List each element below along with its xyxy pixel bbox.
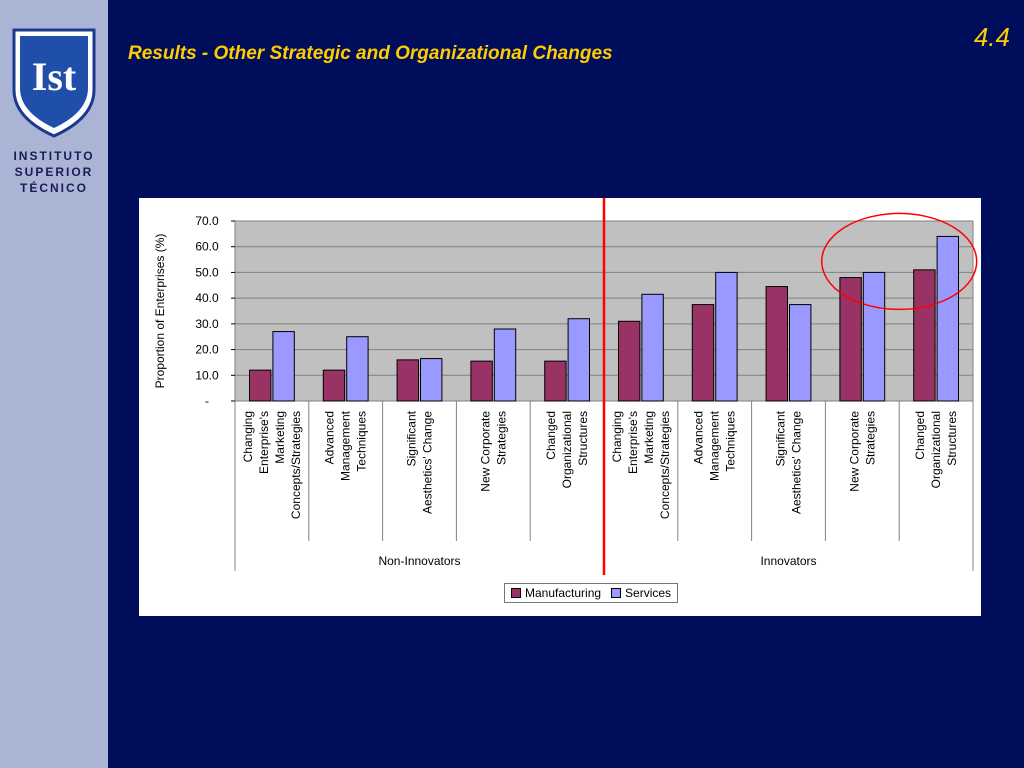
- sidebar: Ist INSTITUTO SUPERIOR TÉCNICO: [0, 0, 108, 768]
- legend-label-manufacturing: Manufacturing: [525, 586, 602, 600]
- category-label-line: Changed: [913, 411, 927, 460]
- bar-manufacturing-4: [544, 360, 567, 402]
- group-label-1: Innovators: [760, 554, 816, 568]
- category-label-line: Changed: [544, 411, 558, 460]
- category-label-9: Changed Organizational Structures: [913, 411, 959, 488]
- y-axis-label: Proportion of Enterprises (%): [153, 234, 167, 389]
- category-label-line: Structures: [945, 411, 959, 466]
- bar-manufacturing-3: [470, 360, 493, 402]
- category-label-8: New Corporate Strategies: [847, 411, 877, 492]
- bar-services-8: [862, 271, 886, 402]
- category-label-line: New Corporate: [847, 411, 861, 492]
- group-label-0: Non-Innovators: [378, 554, 460, 568]
- category-label-line: Advanced: [323, 411, 337, 464]
- category-label-line: Marketing: [642, 411, 656, 464]
- category-label-line: Enterprise's: [257, 411, 271, 474]
- bar-manufacturing-7: [765, 286, 789, 402]
- category-label-line: Techniques: [355, 411, 369, 472]
- category-label-6: Advanced Management Techniques: [692, 410, 738, 481]
- category-label-line: Significant: [774, 410, 788, 466]
- bar-chart: - 10.0 20.0 30.0 40.0 50.0 60.0 70.0 Proportion …: [153, 198, 978, 575]
- y-tick-label: 50.0: [195, 265, 219, 279]
- legend-label-services: Services: [625, 586, 672, 600]
- category-label-line: Aesthetics' Change: [421, 411, 435, 514]
- category-label-line: Changing: [610, 411, 624, 462]
- bar-manufacturing-5: [617, 320, 641, 402]
- bar-manufacturing-0: [248, 369, 272, 402]
- category-label-line: New Corporate: [478, 411, 492, 492]
- legend-item-services: Services: [611, 586, 671, 600]
- category-label-1: Advanced Management Techniques: [323, 410, 369, 481]
- institution-logo: Ist: [12, 28, 96, 138]
- y-tick-label: 10.0: [195, 368, 219, 382]
- category-label-line: Management: [339, 410, 353, 481]
- slide-number: 4.4: [973, 22, 1010, 52]
- bar-manufacturing-1: [322, 369, 346, 402]
- category-label-line: Management: [708, 410, 722, 481]
- legend-swatch-services: [611, 588, 622, 598]
- category-label-line: Aesthetics' Change: [790, 411, 804, 514]
- logo-text: Ist: [32, 54, 77, 99]
- bar-services-7: [789, 304, 812, 402]
- y-tick-label: 40.0: [195, 291, 219, 305]
- institution-line-2: SUPERIOR: [14, 165, 94, 179]
- bar-services-1: [346, 336, 369, 402]
- category-label-line: Techniques: [724, 411, 738, 472]
- y-tick-label: -: [205, 394, 209, 408]
- category-label-line: Organizational: [560, 411, 574, 488]
- bar-services-4: [567, 318, 591, 402]
- category-label-0: Changing Enterprise's Marketing Concepts/St…: [241, 411, 303, 519]
- legend-item-manufacturing: Manufacturing: [511, 586, 601, 600]
- bar-services-0: [272, 331, 295, 402]
- category-label-4: Changed Organizational Structures: [544, 411, 590, 488]
- bar-manufacturing-2: [396, 359, 419, 402]
- category-label-line: Enterprise's: [626, 411, 640, 474]
- bar-services-6: [715, 271, 738, 402]
- y-tick-label: 60.0: [195, 240, 219, 254]
- category-label-line: Concepts/Strategies: [658, 411, 672, 519]
- category-label-line: Changing: [241, 411, 255, 462]
- chart-container: - 10.0 20.0 30.0 40.0 50.0 60.0 70.0 Proportion …: [139, 198, 981, 616]
- institution-line-3: TÉCNICO: [20, 181, 88, 195]
- category-label-3: New Corporate Strategies: [478, 411, 508, 492]
- bar-services-5: [641, 293, 664, 402]
- category-label-line: Marketing: [273, 411, 287, 464]
- highlight-ellipse: [820, 212, 978, 311]
- bar-services-3: [493, 328, 517, 402]
- institution-line-1: INSTITUTO: [13, 149, 95, 163]
- bar-manufacturing-8: [839, 277, 862, 402]
- y-tick-label: 70.0: [195, 214, 219, 228]
- category-label-line: Organizational: [929, 411, 943, 488]
- legend-swatch-manufacturing: [511, 588, 521, 598]
- slide-title: Results - Other Strategic and Organizati…: [128, 43, 613, 64]
- bar-manufacturing-9: [913, 269, 936, 402]
- category-label-line: Strategies: [494, 411, 508, 465]
- bar-manufacturing-6: [691, 304, 715, 402]
- y-tick-label: 30.0: [195, 317, 219, 331]
- bar-services-2: [420, 358, 443, 402]
- chart-legend: Manufacturing Services: [504, 583, 679, 603]
- y-tick-label: 20.0: [195, 343, 219, 357]
- institution-name: INSTITUTO SUPERIOR TÉCNICO: [0, 148, 108, 196]
- category-label-line: Concepts/Strategies: [289, 411, 303, 519]
- category-label-line: Advanced: [692, 411, 706, 464]
- category-label-5: Changing Enterprise's Marketing Concepts/St…: [610, 411, 672, 519]
- category-label-line: Structures: [576, 411, 590, 466]
- category-label-7: Significant Aesthetics' Change: [774, 410, 804, 514]
- bar-services-9: [936, 235, 960, 402]
- category-label-line: Significant: [405, 410, 419, 466]
- category-label-line: Strategies: [863, 411, 877, 465]
- category-label-2: Significant Aesthetics' Change: [405, 410, 435, 514]
